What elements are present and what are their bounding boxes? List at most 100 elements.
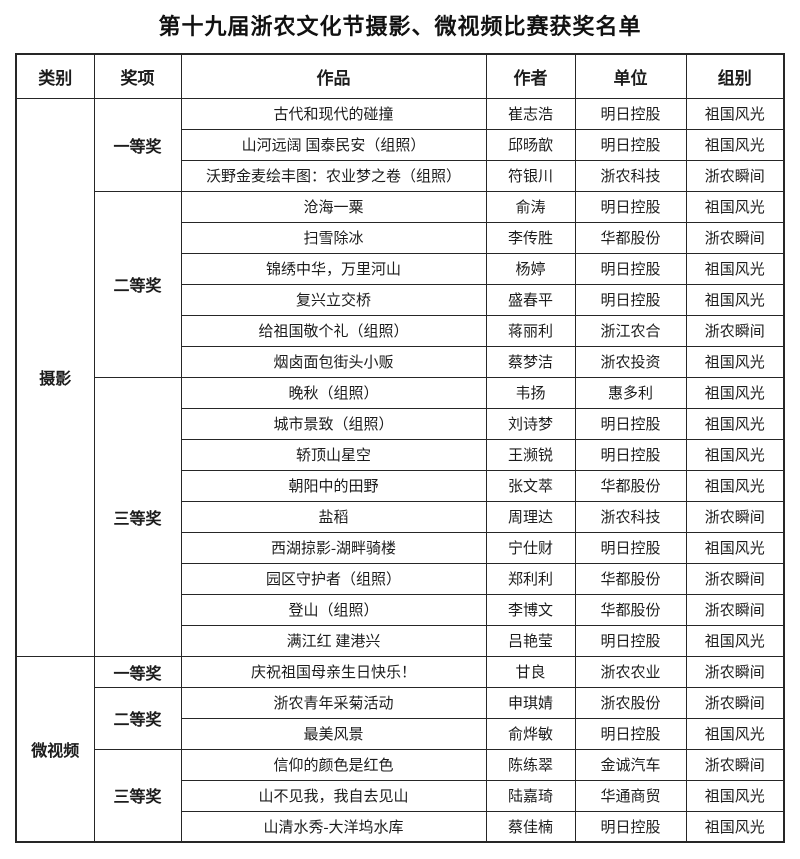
work-cell: 山不见我，我自去见山 xyxy=(180,779,487,812)
author-cell: 崔志浩 xyxy=(485,97,576,130)
award-cell: 二等奖 xyxy=(93,190,182,378)
table-row: 扫雪除冰 李传胜 华都股份 浙农瞬间 xyxy=(16,221,785,254)
author-cell: 申琪婧 xyxy=(485,686,576,719)
group-cell: 祖国风光 xyxy=(685,438,785,471)
work-cell: 园区守护者（组照） xyxy=(180,562,487,595)
table-row: 摄影 一等奖 古代和现代的碰撞 崔志浩 明日控股 祖国风光 xyxy=(15,97,785,657)
group-cell: 祖国风光 xyxy=(685,283,785,316)
unit-cell: 浙农股份 xyxy=(574,686,687,719)
table-row: 二等奖 浙农青年采菊活动 申琪婧 浙农股份 浙农瞬间 xyxy=(16,686,785,750)
group-cell: 浙农瞬间 xyxy=(685,500,785,533)
table-row: 三等奖 信仰的颜色是红色 陈练翠 金诚汽车 浙农瞬间 xyxy=(16,748,785,843)
unit-cell: 明日控股 xyxy=(574,283,687,316)
group-cell: 浙农瞬间 xyxy=(685,562,785,595)
work-cell: 晚秋（组照） xyxy=(180,376,487,409)
unit-cell: 华通商贸 xyxy=(574,779,687,812)
group-cell: 浙农瞬间 xyxy=(685,593,785,626)
work-cell: 信仰的颜色是红色 xyxy=(180,748,487,781)
author-cell: 宁仕财 xyxy=(485,531,576,564)
group-cell: 祖国风光 xyxy=(685,190,785,223)
author-cell: 陆嘉琦 xyxy=(485,779,576,812)
author-cell: 符银川 xyxy=(485,159,576,192)
work-cell: 古代和现代的碰撞 xyxy=(180,97,487,130)
work-cell: 沧海一粟 xyxy=(180,190,487,223)
group-cell: 浙农瞬间 xyxy=(685,748,785,781)
award-cell: 三等奖 xyxy=(93,748,182,843)
author-cell: 俞涛 xyxy=(485,190,576,223)
table-row: 微视频 一等奖 庆祝祖国母亲生日快乐！ 甘良 浙农农业 浙农瞬间 xyxy=(15,655,785,843)
table-row: 烟卤面包街头小贩 蔡梦洁 浙农投资 祖国风光 xyxy=(16,345,785,378)
author-cell: 蔡梦洁 xyxy=(485,345,576,378)
table-row: 锦绣中华，万里河山 杨婷 明日控股 祖国风光 xyxy=(16,252,785,285)
author-cell: 李传胜 xyxy=(485,221,576,254)
work-cell: 复兴立交桥 xyxy=(180,283,487,316)
work-cell: 西湖掠影-湖畔骑楼 xyxy=(180,531,487,564)
award-cell: 三等奖 xyxy=(93,376,182,657)
group-cell: 祖国风光 xyxy=(685,469,785,502)
group-cell: 祖国风光 xyxy=(685,97,785,130)
award-cell: 二等奖 xyxy=(93,686,182,750)
work-cell: 最美风景 xyxy=(180,717,487,750)
group-cell: 祖国风光 xyxy=(685,376,785,409)
author-cell: 蒋丽利 xyxy=(485,314,576,347)
author-cell: 杨婷 xyxy=(485,252,576,285)
author-cell: 陈练翠 xyxy=(485,748,576,781)
group-cell: 浙农瞬间 xyxy=(685,221,785,254)
author-cell: 王濒锐 xyxy=(485,438,576,471)
author-cell: 郑利利 xyxy=(485,562,576,595)
unit-cell: 明日控股 xyxy=(574,717,687,750)
unit-cell: 明日控股 xyxy=(574,624,687,657)
awards-table-body: 摄影 一等奖 古代和现代的碰撞 崔志浩 明日控股 祖国风光 山河远阔 国泰民安（组照） 邱旸歆… xyxy=(15,97,785,843)
page-title: 第十九届浙农文化节摄影、微视频比赛获奖名单 xyxy=(158,14,642,39)
work-cell: 烟卤面包街头小贩 xyxy=(180,345,487,378)
author-cell: 邱旸歆 xyxy=(485,128,576,161)
work-cell: 城市景致（组照） xyxy=(180,407,487,440)
work-cell: 满江红 建港兴 xyxy=(180,624,487,657)
author-cell: 吕艳莹 xyxy=(485,624,576,657)
work-cell: 给祖国敬个礼（组照） xyxy=(180,314,487,347)
table-row: 山河远阔 国泰民安（组照） 邱旸歆 明日控股 祖国风光 xyxy=(16,128,785,161)
unit-cell: 明日控股 xyxy=(574,190,687,223)
unit-cell: 华都股份 xyxy=(574,469,687,502)
author-cell: 刘诗梦 xyxy=(485,407,576,440)
author-cell: 蔡佳楠 xyxy=(485,810,576,843)
unit-cell: 明日控股 xyxy=(574,810,687,843)
group-cell: 浙农瞬间 xyxy=(685,314,785,347)
group-cell: 浙农瞬间 xyxy=(685,686,785,719)
work-cell: 山河远阔 国泰民安（组照） xyxy=(180,128,487,161)
work-cell: 登山（组照） xyxy=(180,593,487,626)
author-cell: 张文萃 xyxy=(485,469,576,502)
work-cell: 浙农青年采菊活动 xyxy=(180,686,487,719)
awards-table-header: 类别 奖项 作品 作者 单位 组别 xyxy=(15,53,785,99)
author-cell: 李博文 xyxy=(485,593,576,626)
group-cell: 祖国风光 xyxy=(685,407,785,440)
author-cell: 甘良 xyxy=(485,655,576,688)
table-row: 满江红 建港兴 吕艳莹 明日控股 祖国风光 xyxy=(16,624,785,657)
header-group: 组别 xyxy=(685,53,785,99)
table-row: 山清水秀-大洋坞水库 蔡佳楠 明日控股 祖国风光 xyxy=(16,810,785,843)
unit-cell: 浙农投资 xyxy=(574,345,687,378)
header-row: 类别 奖项 作品 作者 单位 组别 xyxy=(15,53,785,99)
unit-cell: 浙农科技 xyxy=(574,159,687,192)
award-cell: 一等奖 xyxy=(93,97,182,192)
unit-cell: 明日控股 xyxy=(574,128,687,161)
award-cell: 一等奖 xyxy=(93,655,182,688)
category-cell: 摄影 xyxy=(15,97,95,657)
author-cell: 盛春平 xyxy=(485,283,576,316)
table-row: 复兴立交桥 盛春平 明日控股 祖国风光 xyxy=(16,283,785,316)
unit-cell: 明日控股 xyxy=(574,252,687,285)
group-cell: 祖国风光 xyxy=(685,128,785,161)
header-award: 奖项 xyxy=(93,53,182,99)
unit-cell: 金诚汽车 xyxy=(574,748,687,781)
group-cell: 祖国风光 xyxy=(685,717,785,750)
group-cell: 祖国风光 xyxy=(685,345,785,378)
header-unit: 单位 xyxy=(574,53,687,99)
header-author: 作者 xyxy=(485,53,576,99)
table-row: 西湖掠影-湖畔骑楼 宁仕财 明日控股 祖国风光 xyxy=(16,531,785,564)
table-row: 城市景致（组照） 刘诗梦 明日控股 祖国风光 xyxy=(16,407,785,440)
category-cell: 微视频 xyxy=(15,655,95,843)
header-category: 类别 xyxy=(15,53,95,99)
table-row: 最美风景 俞烨敏 明日控股 祖国风光 xyxy=(16,717,785,750)
group-cell: 祖国风光 xyxy=(685,779,785,812)
group-cell: 祖国风光 xyxy=(685,252,785,285)
